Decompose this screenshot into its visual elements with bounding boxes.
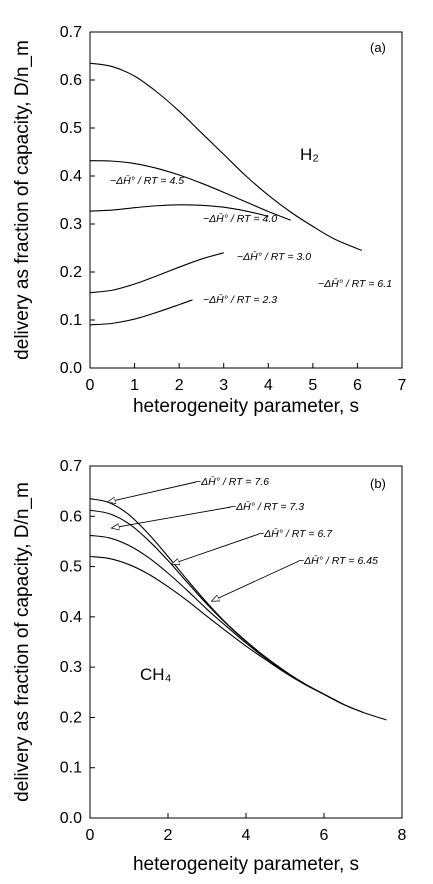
series-leader-arrow [112, 506, 232, 528]
y-tick-label: 0.5 [60, 559, 82, 576]
x-axis-title-a: heterogeneity parameter, s [133, 396, 359, 417]
y-tick-label: 0.2 [60, 709, 82, 726]
series-label: −ΔH̄° / RT = 4.5 [110, 174, 184, 187]
plot-frame-a [89, 31, 403, 369]
series-line [89, 62, 363, 251]
x-tick-label: 5 [308, 377, 317, 394]
y-tick-label: 0.4 [60, 168, 82, 185]
x-tick-label: 4 [264, 377, 273, 394]
series-line [89, 252, 224, 294]
y-axis-ticks-a: 0.0 0.1 0.2 0.3 0.4 0.5 0.6 0.7 [60, 24, 95, 377]
y-axis-ticks-b: 0.0 0.1 0.2 0.3 0.4 0.5 0.6 0.7 [60, 458, 95, 827]
series-label: −ΔH̄° / RT = 6.45 [298, 554, 378, 567]
y-axis-title-a: delivery as fraction of capacity, D/n_m [12, 40, 33, 360]
y-tick-label: 0.7 [60, 24, 82, 41]
series-line [89, 160, 291, 221]
series-leader-arrow [108, 481, 197, 502]
x-tick-label: 2 [164, 827, 173, 844]
series-line [89, 204, 269, 217]
y-tick-label: 0.6 [60, 72, 82, 89]
x-axis-title-b: heterogeneity parameter, s [133, 854, 359, 875]
x-tick-label: 7 [398, 377, 407, 394]
panel-label-b: (b) [370, 476, 386, 491]
x-tick-label: 6 [353, 377, 362, 394]
x-tick-label: 1 [130, 377, 139, 394]
y-tick-label: 0.6 [60, 508, 82, 525]
chart-panel-a: 0.0 0.1 0.2 0.3 0.4 0.5 0.6 0.7 0 1 2 3 4 5 6 7 −ΔH̄° … [12, 24, 407, 417]
y-tick-label: 0.4 [60, 609, 82, 626]
y-axis-title-b: delivery as fraction of capacity, D/n_m [12, 482, 33, 802]
y-tick-label: 0.1 [60, 760, 82, 777]
series-line [89, 555, 344, 705]
series-group-a [89, 62, 363, 326]
series-leader-arrow [212, 560, 300, 601]
chart-panel-b: 0.0 0.1 0.2 0.3 0.4 0.5 0.6 0.7 0 2 4 6 8 −ΔH̄° / R… [12, 458, 407, 875]
series-label: −ΔH̄° / RT = 7.6 [195, 475, 269, 488]
series-leader-arrow [172, 533, 260, 564]
x-tick-label: 4 [242, 827, 251, 844]
panel-label-a: (a) [370, 40, 386, 55]
y-tick-label: 0.0 [60, 360, 82, 377]
y-tick-label: 0.3 [60, 659, 82, 676]
y-tick-label: 0.1 [60, 312, 82, 329]
x-tick-label: 0 [86, 827, 95, 844]
series-label: −ΔH̄° / RT = 7.3 [230, 500, 304, 513]
y-tick-label: 0.2 [60, 264, 82, 281]
gas-label-a: H₂ [300, 145, 319, 164]
series-label: −ΔH̄° / RT = 6.1 [318, 277, 392, 290]
series-line [89, 498, 387, 721]
y-tick-label: 0.0 [60, 810, 82, 827]
series-group-b [89, 498, 387, 721]
series-line [89, 509, 364, 713]
series-label: −ΔH̄° / RT = 6.7 [258, 527, 333, 540]
series-labels-b: −ΔH̄° / RT = 7.6 −ΔH̄° / RT = 7.3 −ΔH̄° / … [108, 475, 378, 601]
y-tick-label: 0.3 [60, 216, 82, 233]
series-line [89, 299, 193, 326]
series-label: −ΔH̄° / RT = 2.3 [203, 293, 277, 306]
series-label: −ΔH̄° / RT = 4.0 [203, 212, 277, 225]
gas-label-b: CH₄ [140, 665, 172, 684]
y-tick-label: 0.7 [60, 458, 82, 475]
x-axis-ticks-a: 0 1 2 3 4 5 6 7 [86, 363, 407, 394]
series-label: −ΔH̄° / RT = 3.0 [237, 250, 311, 263]
x-tick-label: 0 [86, 377, 95, 394]
x-tick-label: 3 [219, 377, 228, 394]
y-tick-label: 0.5 [60, 120, 82, 137]
series-labels-a: −ΔH̄° / RT = 6.1 −ΔH̄° / RT = 4.5 −ΔH̄° / … [110, 174, 392, 306]
plot-frame-b [89, 465, 403, 819]
x-tick-label: 8 [398, 827, 407, 844]
x-tick-label: 6 [320, 827, 329, 844]
x-tick-label: 2 [175, 377, 184, 394]
